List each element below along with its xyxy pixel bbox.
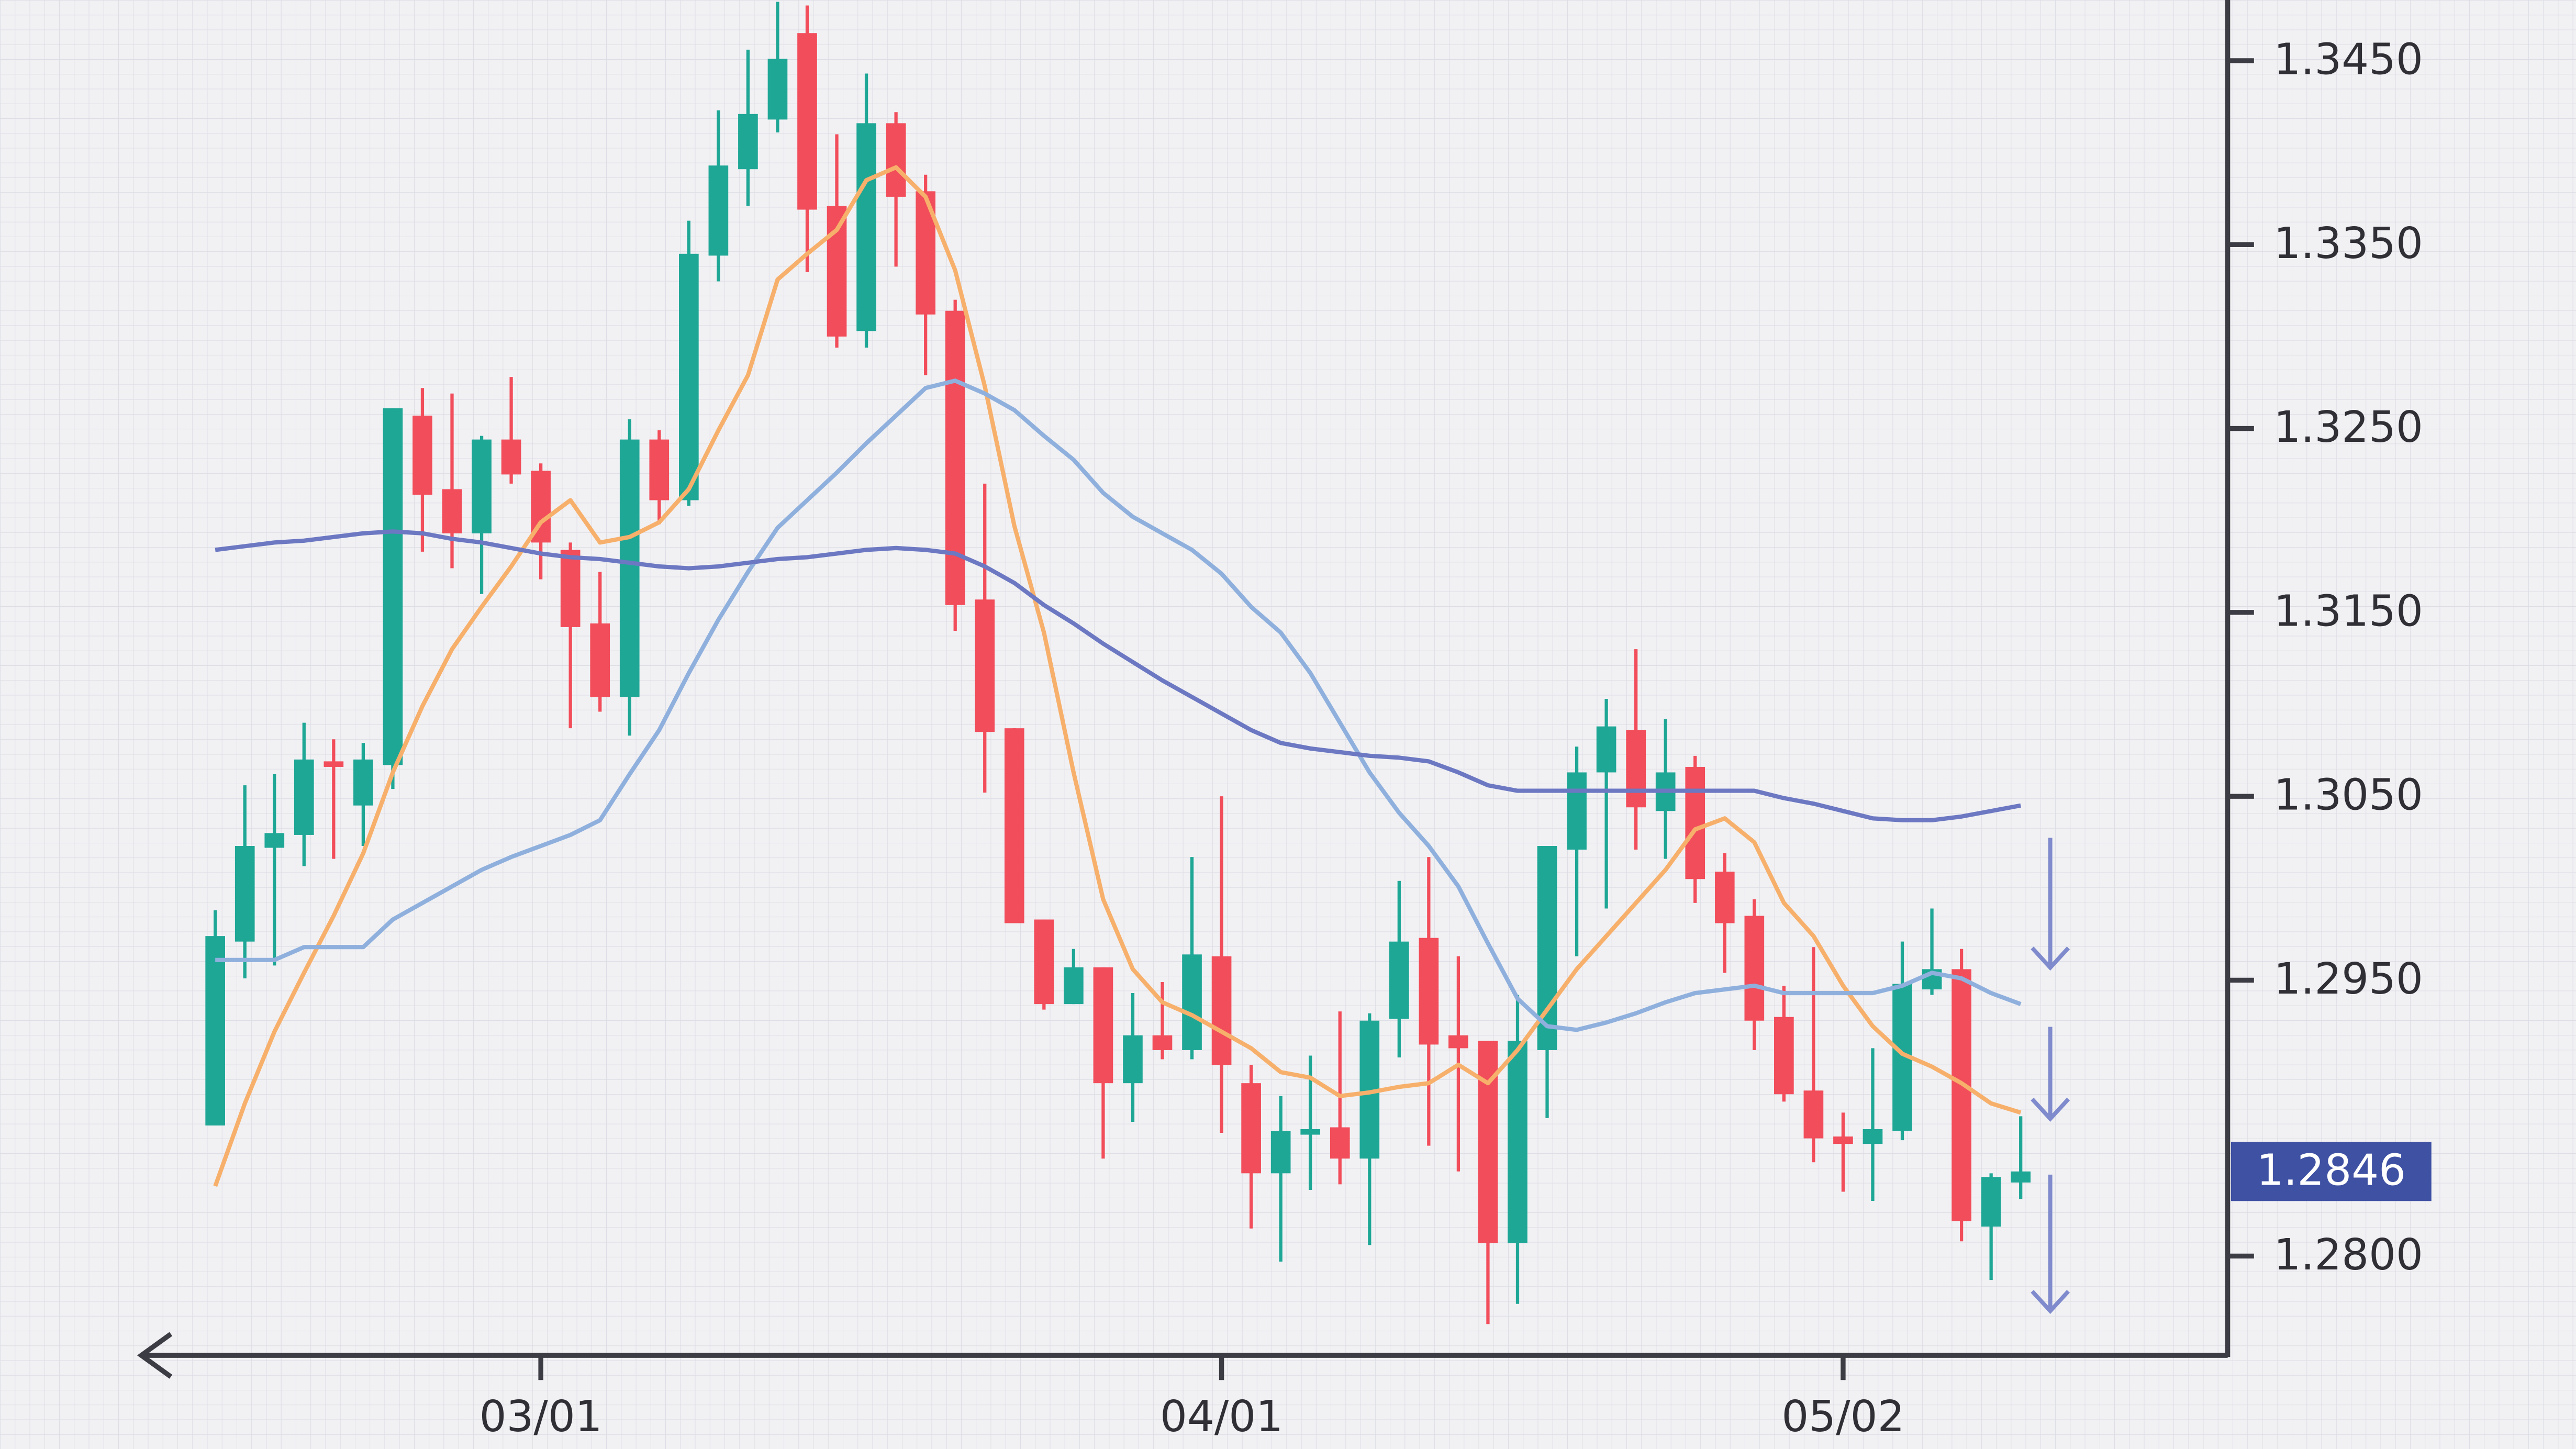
candle-body [264, 833, 285, 848]
candle-body [1863, 1129, 1883, 1144]
candle-body [560, 550, 581, 627]
candle-body [827, 206, 847, 337]
y-tick-label: 1.2800 [2273, 1230, 2423, 1280]
moving-average-line [213, 165, 2022, 1187]
moving-average-line [215, 378, 2022, 1032]
y-tick-label: 1.3150 [2273, 586, 2423, 636]
candle-body [1744, 916, 1765, 1021]
candle-body [1714, 872, 1735, 923]
candle-body [886, 123, 906, 197]
candle-body [679, 253, 699, 500]
y-tick-label: 1.3350 [2273, 219, 2423, 269]
candle-body [472, 439, 492, 533]
candle-body [708, 165, 729, 256]
x-axis-arrow [137, 1332, 173, 1379]
candle-body [1241, 1083, 1261, 1174]
candle-body [1626, 730, 1646, 808]
candle-body [1951, 969, 1971, 1221]
candle-body [945, 310, 965, 605]
candle-body [1300, 1129, 1321, 1135]
candle-body [856, 123, 876, 331]
candle-body [1596, 726, 1616, 773]
y-tick-label: 1.3250 [2273, 403, 2423, 452]
candle-body [412, 415, 432, 495]
candle-body [205, 936, 226, 1125]
candle-body [1981, 1177, 2001, 1227]
candle-body [738, 114, 758, 170]
candle-body [767, 59, 788, 120]
candle-body [1419, 938, 1439, 1045]
candle-body [1774, 1017, 1794, 1095]
trend-arrows [2031, 838, 2070, 1314]
moving-average-line [215, 529, 2021, 822]
candle-body [1389, 941, 1409, 1019]
candle-body [1567, 772, 1587, 850]
candle-body [797, 33, 817, 210]
candle-body [1211, 956, 1232, 1065]
candle-body [1270, 1131, 1291, 1174]
y-tick-label: 1.3050 [2273, 771, 2423, 820]
candle-body [294, 759, 314, 835]
candle-body [590, 623, 610, 697]
candle-body [975, 599, 995, 732]
candle-body [1478, 1041, 1498, 1243]
candle-body [324, 761, 344, 767]
axes [137, 0, 2231, 1379]
candle-body [1803, 1090, 1824, 1139]
candle-body [649, 439, 670, 500]
candle-body [1093, 967, 1113, 1084]
last-price-label: 1.2846 [2257, 1145, 2406, 1195]
candle-body [235, 846, 255, 942]
candle-body [1064, 967, 1084, 1005]
candle-body [1508, 1041, 1527, 1243]
candle-body [1448, 1035, 1468, 1049]
y-tick-label: 1.2950 [2273, 954, 2423, 1004]
y-tick-label: 1.3450 [2273, 35, 2423, 85]
candle-body [2011, 1171, 2031, 1183]
last-price-box [2231, 1142, 2432, 1201]
candle-body [1004, 728, 1024, 923]
x-tick-label: 04/01 [1160, 1392, 1283, 1442]
candle-body [501, 439, 521, 475]
x-tick-label: 05/02 [1781, 1392, 1904, 1442]
candle-body [619, 439, 640, 697]
candle-body [1833, 1136, 1853, 1144]
x-tick-label: 03/01 [479, 1392, 603, 1442]
candle-body [1152, 1035, 1173, 1050]
candle-body [1123, 1035, 1143, 1084]
candle-body [1034, 919, 1054, 1005]
candle-body [442, 489, 462, 533]
candle-body [1685, 766, 1705, 879]
candle-body [383, 408, 403, 765]
candle-body [1182, 954, 1202, 1050]
candle-body [353, 759, 373, 806]
candle-body [1330, 1127, 1350, 1159]
